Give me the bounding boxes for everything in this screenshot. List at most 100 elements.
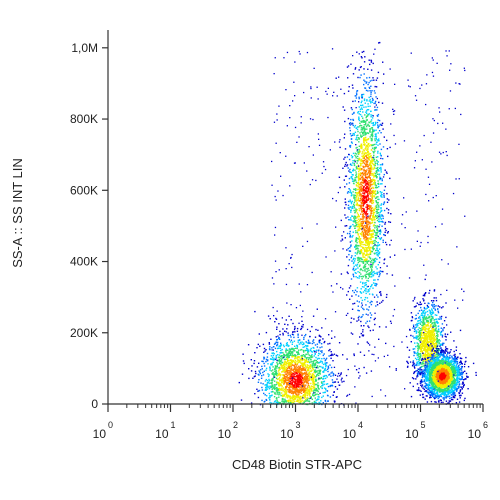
- event-dot: [371, 301, 373, 303]
- event-dot: [361, 135, 363, 137]
- event-dot: [292, 395, 294, 397]
- event-dot: [442, 328, 444, 330]
- event-dot: [360, 257, 362, 259]
- event-dot: [360, 95, 363, 97]
- event-dot: [307, 353, 309, 355]
- event-dot: [278, 366, 280, 369]
- event-dot: [364, 184, 367, 186]
- event-dot: [290, 368, 293, 370]
- event-dot: [360, 131, 363, 133]
- event-dot: [353, 353, 355, 355]
- event-dot: [353, 269, 356, 272]
- event-dot: [278, 377, 281, 379]
- event-dot: [434, 354, 436, 357]
- event-dot: [302, 343, 304, 346]
- event-dot: [379, 270, 381, 272]
- event-dot: [268, 343, 271, 345]
- event-dot: [360, 193, 362, 195]
- event-dot: [318, 374, 320, 377]
- event-dot: [296, 359, 299, 361]
- event-dot: [291, 390, 293, 392]
- event-dot: [281, 365, 283, 367]
- event-dot: [286, 349, 288, 351]
- event-dot: [355, 185, 358, 187]
- event-dot: [418, 317, 420, 319]
- event-dot: [358, 238, 360, 241]
- event-dot: [445, 316, 447, 319]
- event-dot: [262, 371, 264, 374]
- event-dot: [416, 351, 419, 354]
- event-dot: [373, 182, 375, 185]
- event-dot: [323, 370, 325, 372]
- event-dot: [355, 171, 357, 173]
- event-dot: [430, 350, 432, 353]
- event-dot: [363, 249, 366, 251]
- event-dot: [363, 141, 365, 143]
- event-dot: [353, 261, 355, 264]
- event-dot: [313, 350, 315, 352]
- event-dot: [370, 127, 373, 129]
- event-dot: [317, 386, 319, 388]
- event-dot: [305, 372, 307, 374]
- event-dot: [358, 265, 361, 267]
- event-dot: [350, 193, 353, 195]
- event-dot: [357, 197, 360, 199]
- event-dot: [288, 381, 290, 383]
- event-dot: [360, 275, 362, 278]
- event-dot: [365, 244, 367, 247]
- event-dot: [296, 375, 298, 377]
- event-dot: [285, 379, 287, 381]
- event-dot: [351, 142, 353, 144]
- event-dot: [294, 384, 296, 386]
- event-dot: [367, 247, 369, 249]
- event-dot: [375, 201, 378, 203]
- event-dot: [348, 253, 350, 256]
- event-dot: [363, 208, 365, 210]
- event-dot: [366, 162, 368, 164]
- event-dot: [292, 376, 294, 378]
- event-dot: [278, 385, 280, 387]
- event-dot: [263, 358, 265, 360]
- event-dot: [302, 367, 304, 369]
- event-dot: [444, 362, 446, 364]
- event-dot: [374, 124, 376, 126]
- event-dot: [280, 384, 282, 386]
- event-dot: [377, 169, 380, 171]
- event-dot: [416, 358, 418, 361]
- event-dot: [356, 195, 358, 197]
- event-dot: [432, 312, 435, 314]
- event-dot: [367, 325, 369, 327]
- event-dot: [360, 325, 362, 327]
- event-dot: [362, 253, 364, 255]
- event-dot: [364, 275, 367, 278]
- event-dot: [304, 359, 307, 362]
- event-dot: [356, 194, 358, 197]
- event-dot: [373, 174, 375, 176]
- event-dot: [410, 312, 413, 314]
- event-dot: [435, 299, 438, 302]
- event-dot: [374, 323, 376, 326]
- event-dot: [348, 227, 351, 230]
- event-dot: [307, 369, 309, 372]
- event-dot: [289, 361, 291, 364]
- event-dot: [430, 332, 433, 334]
- event-dot: [292, 322, 294, 325]
- event-dot: [418, 369, 421, 372]
- event-dot: [303, 342, 305, 344]
- event-dot: [340, 372, 342, 374]
- event-dot: [311, 378, 314, 380]
- event-dot: [304, 356, 306, 358]
- event-dot: [374, 181, 376, 183]
- event-dot: [375, 305, 377, 307]
- event-dot: [347, 207, 349, 209]
- event-dot: [368, 142, 370, 145]
- event-dot: [430, 396, 432, 399]
- event-dot: [290, 402, 292, 404]
- event-dot: [283, 400, 285, 402]
- event-dot: [310, 361, 312, 363]
- event-dot: [370, 236, 372, 239]
- event-dot: [347, 117, 350, 120]
- event-dot: [311, 379, 313, 381]
- event-dot: [350, 256, 352, 259]
- event-dot: [341, 377, 343, 379]
